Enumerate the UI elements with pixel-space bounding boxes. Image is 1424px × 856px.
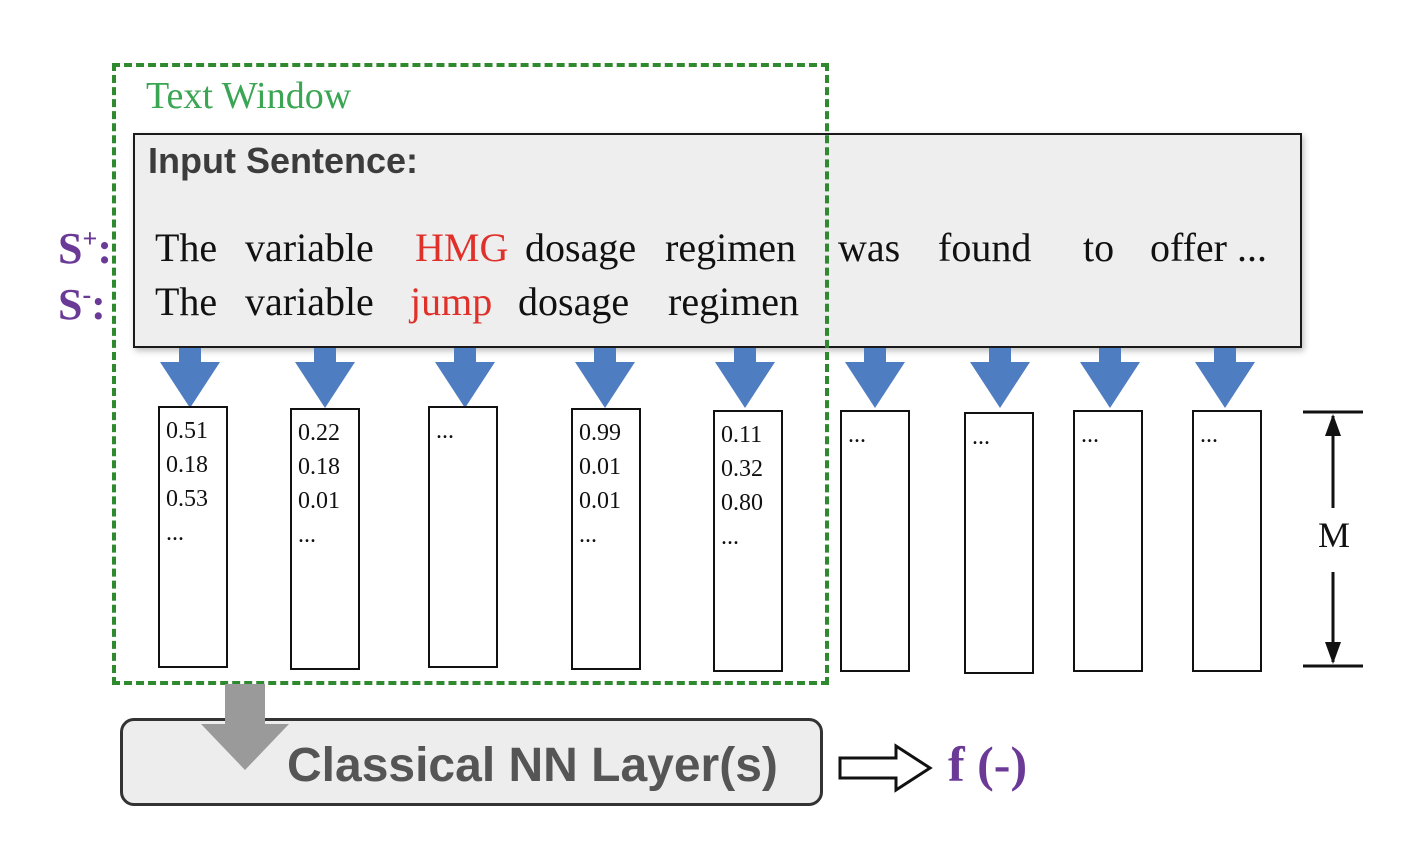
- sentence-word: to: [1083, 225, 1115, 270]
- vector-values: 0.11 0.32 0.80 ...: [721, 422, 763, 550]
- vector-values: ...: [436, 418, 454, 444]
- embedding-vector: 0.99 0.01 0.01 ...: [571, 408, 641, 670]
- down-arrow-icon: [1080, 348, 1140, 408]
- sentence-word-highlighted: HMG: [415, 225, 509, 270]
- sentence-word: regimen: [665, 225, 797, 270]
- sentence-word: The: [155, 225, 218, 270]
- vector-values: 0.51 0.18 0.53 ...: [166, 418, 208, 546]
- dimension-indicator: [1303, 410, 1363, 668]
- embedding-vector: ...: [428, 406, 498, 668]
- embedding-vector: ...: [1073, 410, 1143, 672]
- vector-values: ...: [972, 424, 990, 450]
- sentence-word: dosage: [525, 225, 637, 270]
- down-arrow-icon: [1195, 348, 1255, 408]
- sentence-word-highlighted: jump: [410, 279, 493, 324]
- vector-values: 0.99 0.01 0.01 ...: [579, 420, 621, 548]
- embedding-vector: ...: [840, 410, 910, 672]
- sentence-word: found: [938, 225, 1032, 270]
- negative-sample-label: S-:: [58, 280, 106, 329]
- sentence-word: variable: [245, 279, 374, 324]
- sentence-word: dosage: [518, 279, 630, 324]
- vector-values: ...: [1200, 422, 1218, 448]
- right-arrow-icon: [838, 743, 933, 793]
- down-arrow-icon: [970, 348, 1030, 408]
- input-sentence-box: [133, 133, 1302, 348]
- embedding-vector: ...: [1192, 410, 1262, 672]
- sentence-word: The: [155, 279, 218, 324]
- nn-layer-label: Classical NN Layer(s): [287, 739, 778, 792]
- dimension-label: M: [1318, 515, 1351, 555]
- sentence-word: variable: [245, 225, 374, 270]
- embedding-vector: ...: [964, 412, 1034, 674]
- sentence-word: was: [838, 225, 901, 270]
- output-function-label: f (-): [948, 736, 1028, 792]
- text-window-box: [112, 63, 829, 685]
- positive-sample-label: S+:: [58, 224, 112, 273]
- vector-values: 0.22 0.18 0.01 ...: [298, 420, 340, 548]
- embedding-vector: 0.22 0.18 0.01 ...: [290, 408, 360, 670]
- sentence-word: regimen: [668, 279, 800, 324]
- sentence-word: offer ...: [1150, 225, 1267, 270]
- down-arrow-icon: [845, 348, 905, 408]
- vector-values: ...: [848, 422, 866, 448]
- text-window-label: Text Window: [146, 75, 352, 117]
- embedding-vector: 0.11 0.32 0.80 ...: [713, 410, 783, 672]
- vector-values: ...: [1081, 422, 1099, 448]
- input-sentence-title: Input Sentence:: [148, 140, 419, 181]
- gray-down-arrow-icon: [201, 684, 289, 770]
- embedding-vector: 0.51 0.18 0.53 ...: [158, 406, 228, 668]
